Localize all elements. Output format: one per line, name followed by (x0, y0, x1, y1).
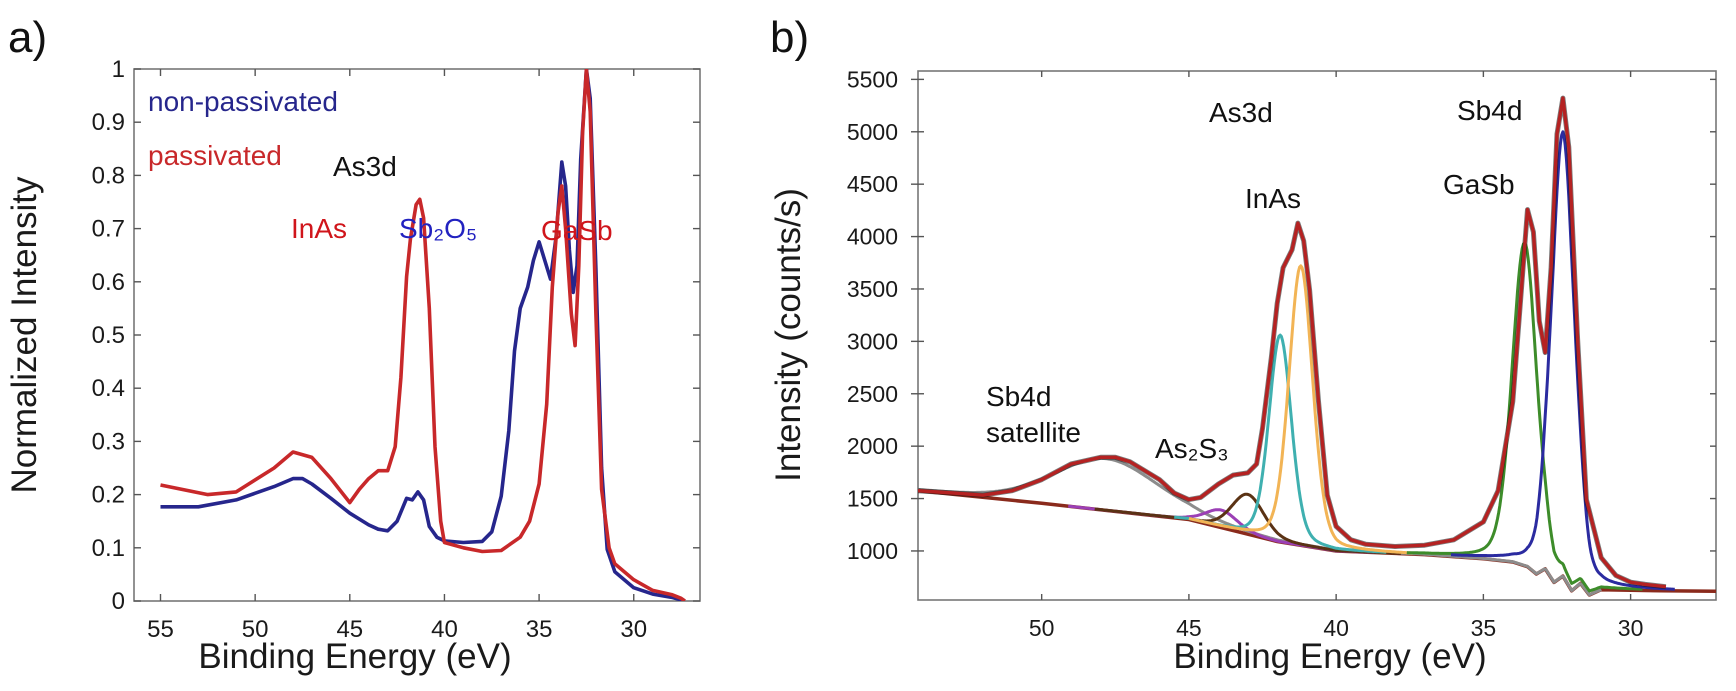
annotation-label: As₂S₃ (1155, 433, 1229, 464)
panel-b: b) 50 45 40 35 30 1000 1500 2000 2500 3000 3500 4000… (769, 13, 1717, 676)
x-tick-label: 45 (336, 616, 363, 643)
annotation-label: GaSb (1443, 169, 1515, 200)
plot-area (918, 95, 1716, 597)
envelope-fit-line (918, 96, 1667, 589)
y-tick-label: 0 (112, 588, 125, 615)
y-tick-label: 0.3 (92, 428, 125, 455)
x-axis-title: Binding Energy (eV) (198, 637, 511, 676)
plot-area (160, 69, 686, 601)
y-tick-label: 1000 (847, 538, 898, 564)
annotation-label: non-passivated (148, 86, 338, 117)
x-tick-label: 30 (620, 616, 647, 643)
x-tick-label: 35 (1471, 615, 1497, 641)
panel-label: a) (8, 13, 47, 62)
y-tick-label: 0.2 (92, 482, 125, 509)
y-tick-label: 0.9 (92, 109, 125, 136)
x-tick-label: 55 (147, 616, 174, 643)
y-axis-title: Normalized Intensity (5, 176, 44, 494)
plot-frame (917, 70, 1717, 601)
y-tick-label: 4000 (847, 224, 898, 250)
y-tick-label: 2500 (847, 381, 898, 407)
series-line-passivated (160, 69, 686, 601)
component-peak-line (1406, 241, 1643, 593)
y-tick-label: 1 (112, 56, 125, 83)
x-tick-label: 45 (1176, 615, 1202, 641)
annotation-label: As3d (333, 151, 397, 182)
y-tick-label: 4500 (847, 171, 898, 197)
y-tick-label: 1500 (847, 486, 898, 512)
annotation-label: satellite (986, 417, 1081, 448)
panel-label: b) (770, 13, 809, 62)
annotation-label: InAs (1245, 183, 1301, 214)
x-tick-label: 40 (431, 616, 458, 643)
y-tick-label: 0.8 (92, 162, 125, 189)
y-tick-label: 0.7 (92, 216, 125, 243)
panel-a: a) 55 50 45 40 35 30 0 0.1 0.2 0.3 0.4 0.5 0.6 0.7 0.8 0… (5, 13, 701, 676)
x-tick-label: 30 (1618, 615, 1644, 641)
annotation-label: passivated (148, 140, 282, 171)
x-axis-title: Binding Energy (eV) (1173, 637, 1486, 676)
component-peak-line (1188, 264, 1413, 555)
y-tick-label: 0.6 (92, 269, 125, 296)
y-axis-title: Intensity (counts/s) (769, 188, 808, 482)
annotation-label: Sb₂O₅ (399, 213, 477, 244)
annotation-label: Sb4d (1457, 95, 1522, 126)
annotation-label: GaSb (541, 215, 613, 246)
y-tick-label: 5000 (847, 119, 898, 145)
y-tick-label: 3500 (847, 276, 898, 302)
annotation-label: As3d (1209, 97, 1273, 128)
y-tick-label: 0.4 (92, 375, 125, 402)
x-tick-label: 35 (526, 616, 553, 643)
y-tick-label: 0.5 (92, 322, 125, 349)
component-peak-line (1450, 130, 1676, 591)
annotation-label: InAs (291, 213, 347, 244)
y-tick-label: 3000 (847, 328, 898, 354)
y-tick-label: 5500 (847, 66, 898, 92)
y-tick-label: 2000 (847, 433, 898, 459)
annotation-label: Sb4d (986, 381, 1051, 412)
x-tick-label: 40 (1323, 615, 1349, 641)
y-tick-label: 0.1 (92, 535, 125, 562)
x-tick-label: 50 (1029, 615, 1055, 641)
x-tick-label: 50 (242, 616, 269, 643)
